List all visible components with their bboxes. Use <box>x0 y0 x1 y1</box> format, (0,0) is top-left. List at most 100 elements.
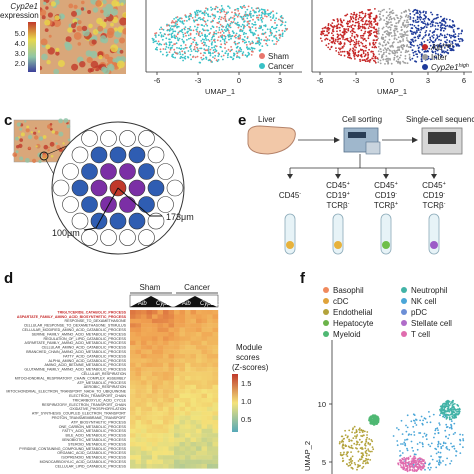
umap-point <box>201 18 204 20</box>
umap-point <box>345 28 347 30</box>
umap-point <box>242 15 245 18</box>
umap-point <box>446 448 449 450</box>
heatmap-cell <box>130 323 136 328</box>
umap-point <box>172 53 174 56</box>
thumbnail-spot <box>49 141 55 147</box>
sampling-spot <box>81 196 98 213</box>
umap-point <box>435 52 437 55</box>
umap-point <box>252 15 254 17</box>
umap-point <box>252 23 255 26</box>
umap-point <box>368 42 371 45</box>
heatmap-cell <box>190 358 197 363</box>
sampling-spot <box>81 163 98 180</box>
umap-point <box>262 8 265 11</box>
umap-point <box>214 14 216 17</box>
umap-point <box>442 20 445 22</box>
thumbnail-spot <box>19 138 24 142</box>
umap-point <box>402 24 405 27</box>
umap-point <box>416 448 419 451</box>
umap-point <box>404 464 407 466</box>
umap-point <box>227 24 230 27</box>
umap-point <box>232 17 234 19</box>
heatmap-cell <box>141 464 147 469</box>
umap-point <box>422 11 425 14</box>
umap-point <box>349 43 352 46</box>
umap-point <box>230 46 232 48</box>
umap-point <box>183 51 186 53</box>
heatmap-cell <box>174 358 180 363</box>
umap-point <box>179 48 182 51</box>
sampling-spot <box>166 179 184 197</box>
umap-point <box>405 26 408 29</box>
umap-point <box>332 39 335 42</box>
heatmap-cell <box>179 310 186 315</box>
umap-point <box>353 43 355 46</box>
umap-point <box>451 407 454 409</box>
umap-point <box>204 49 207 52</box>
umap-point <box>196 19 199 22</box>
heatmap-cell <box>168 450 175 456</box>
heatmap-cell <box>152 380 158 385</box>
umap-point <box>396 51 399 54</box>
thumbnail-spot <box>34 135 39 140</box>
umap-point <box>431 23 434 26</box>
umap-point <box>453 422 456 425</box>
heatmap-cell <box>190 345 197 350</box>
heatmap-cell <box>168 371 175 377</box>
umap-point <box>420 415 423 418</box>
umap-point <box>409 455 412 458</box>
umap-point <box>421 442 424 444</box>
heatmap-cell <box>212 389 219 394</box>
umap-point <box>210 43 213 46</box>
umap-point <box>461 29 463 32</box>
umap-point <box>428 18 430 21</box>
umap-point <box>446 405 449 408</box>
umap-point <box>265 36 267 39</box>
umap-point <box>235 50 238 53</box>
umap-point <box>158 43 160 46</box>
umap-point <box>404 25 406 28</box>
umap-point <box>385 25 388 28</box>
umap-point <box>393 32 396 35</box>
umap-point <box>410 39 413 41</box>
umap-point <box>369 417 372 420</box>
umap-point <box>404 51 407 54</box>
umap-point <box>224 52 227 54</box>
umap-point <box>215 59 218 62</box>
heatmap-cell <box>212 398 219 403</box>
umap-point <box>373 423 375 426</box>
heatmap-cell <box>185 446 191 451</box>
umap-point <box>230 37 232 40</box>
legend-swatch <box>401 298 407 304</box>
tube-cell-fill <box>286 241 294 249</box>
umap-point <box>382 26 385 29</box>
umap-point <box>360 53 363 56</box>
heatmap-cell <box>201 362 208 368</box>
heatmap-cell <box>179 327 186 333</box>
heatmap-cell <box>163 428 169 434</box>
umap-point <box>443 416 446 419</box>
umap-point <box>176 52 178 55</box>
umap-point <box>379 10 382 13</box>
umap-point <box>240 50 242 53</box>
umap-point <box>348 429 351 432</box>
umap-point <box>229 50 232 53</box>
umap-point <box>189 53 192 56</box>
umap-point <box>444 25 447 28</box>
umap-point <box>162 48 165 50</box>
heatmap-cell <box>135 420 142 425</box>
umap-point <box>354 49 356 51</box>
heatmap-cell <box>196 349 202 355</box>
umap-point <box>431 24 434 27</box>
heatmap-cell <box>185 420 191 425</box>
umap-point <box>360 37 363 39</box>
umap-point <box>239 15 242 18</box>
heatmap-cell <box>212 406 219 412</box>
umap-point <box>437 53 439 56</box>
umap-point <box>245 44 248 46</box>
umap-point <box>171 28 173 31</box>
umap-point <box>175 35 178 38</box>
umap-point <box>350 444 353 447</box>
umap-point <box>185 46 188 49</box>
heatmap-cell <box>174 415 180 421</box>
